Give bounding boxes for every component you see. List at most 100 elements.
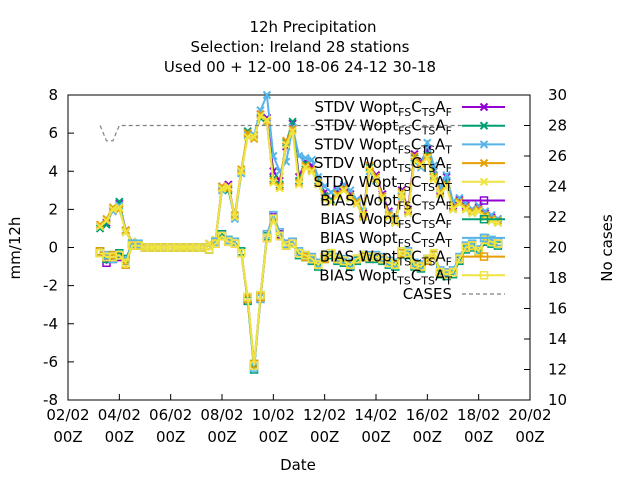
point-stroke	[243, 132, 252, 142]
data-point	[108, 205, 118, 214]
data-point	[442, 180, 451, 189]
data-point	[468, 208, 477, 218]
data-point	[211, 239, 220, 248]
data-point	[479, 102, 489, 112]
point-stroke	[326, 197, 336, 206]
data-point	[479, 271, 489, 280]
legend-entry: BIAS WoptFSCTSAT	[320, 229, 505, 250]
data-point	[493, 218, 503, 227]
y-tick-label: -6	[43, 353, 58, 371]
point-stroke	[269, 178, 278, 187]
y-tick-label: 2	[48, 200, 58, 218]
point-stroke	[301, 163, 310, 172]
y2-tick-label: 10	[548, 391, 567, 409]
legend-label: STDV WoptFSCTSAF	[315, 117, 452, 138]
data-point	[339, 186, 349, 195]
data-point	[474, 247, 483, 256]
point-stroke	[95, 220, 105, 229]
y-tick-label: 8	[48, 86, 58, 104]
x-tick-label: 00Z	[259, 428, 288, 446]
point-stroke	[461, 205, 471, 214]
legend-label: STDV WoptFSCTSAF	[315, 98, 452, 119]
legend-label: CASES	[403, 285, 452, 303]
data-point	[333, 191, 342, 201]
legend-entry: STDV WoptFSCTSAF	[315, 117, 505, 138]
point-stroke	[320, 182, 329, 191]
legend-entry: CASES	[403, 285, 505, 303]
point-stroke	[365, 165, 374, 174]
point-stroke	[281, 140, 291, 149]
data-point	[333, 189, 342, 199]
y2-tick-label: 18	[548, 269, 567, 287]
data-point	[307, 167, 317, 176]
data-point	[237, 167, 246, 176]
data-point	[121, 228, 130, 237]
data-point	[416, 262, 426, 271]
point-stroke	[346, 191, 355, 201]
legend-label: BIAS WoptTSCTSAF	[320, 248, 452, 269]
data-point	[352, 199, 361, 208]
x-tick-label: 00Z	[207, 428, 236, 446]
point-stroke	[288, 127, 297, 136]
data-point	[115, 203, 124, 212]
y2-tick-label: 20	[548, 239, 567, 257]
x-tick-label: 00Z	[310, 428, 339, 446]
legend-entry: BIAS WoptFSCTSAF	[320, 210, 505, 231]
legend-entry: BIAS WoptTSCTSAT	[319, 266, 505, 287]
data-point	[455, 199, 464, 208]
point-stroke	[479, 140, 489, 149]
y-axis-label: mm/12h	[6, 217, 24, 280]
data-point	[479, 121, 489, 130]
x-tick-label: 00Z	[105, 428, 134, 446]
point-stroke	[416, 161, 426, 170]
series-bias-5	[95, 214, 503, 370]
data-point	[479, 177, 489, 187]
point-stroke	[371, 172, 381, 182]
point-stroke	[493, 218, 503, 227]
point-stroke	[102, 216, 111, 226]
data-point	[249, 361, 259, 370]
x-tick-label: 02/02	[46, 406, 89, 424]
data-point	[493, 239, 503, 248]
x-tick-label: 04/02	[98, 406, 141, 424]
data-point	[384, 212, 394, 222]
legend-label: STDV WoptTSCTSAT	[314, 173, 453, 194]
legend-label: BIAS WoptFSCTSAF	[320, 192, 452, 213]
point-stroke	[230, 212, 240, 222]
point-stroke	[468, 208, 477, 218]
series-line	[99, 124, 498, 142]
point-stroke	[301, 161, 310, 170]
data-point	[237, 248, 246, 258]
x-tick-label: 20/02	[508, 406, 551, 424]
point-stroke	[339, 184, 349, 193]
point-stroke	[307, 165, 317, 174]
data-point	[423, 151, 432, 161]
data-point	[307, 155, 317, 165]
data-point	[339, 184, 349, 193]
x-tick-label: 14/02	[354, 406, 397, 424]
data-point	[423, 153, 432, 163]
point-stroke	[256, 109, 265, 119]
data-point	[288, 239, 297, 248]
y2-tick-label: 24	[548, 178, 567, 196]
point-stroke	[403, 208, 413, 218]
data-point	[416, 161, 426, 170]
point-stroke	[384, 212, 394, 222]
point-stroke	[479, 158, 489, 168]
point-stroke	[397, 189, 406, 199]
point-stroke	[307, 155, 317, 165]
data-point	[288, 127, 297, 136]
point-stroke	[333, 189, 342, 199]
point-stroke	[108, 205, 118, 214]
point-stroke	[249, 134, 259, 144]
data-point	[479, 158, 489, 168]
x-tick-label: 00Z	[361, 428, 390, 446]
y2-axis-label: No cases	[598, 214, 616, 282]
point-stroke	[352, 199, 361, 208]
data-point	[410, 155, 419, 165]
legend-entry: BIAS WoptFSCTSAF	[320, 192, 505, 213]
x-tick-label: 00Z	[515, 428, 544, 446]
point-stroke	[423, 151, 432, 161]
y-tick-label: 4	[48, 162, 58, 180]
x-tick-label: 12/02	[303, 406, 346, 424]
